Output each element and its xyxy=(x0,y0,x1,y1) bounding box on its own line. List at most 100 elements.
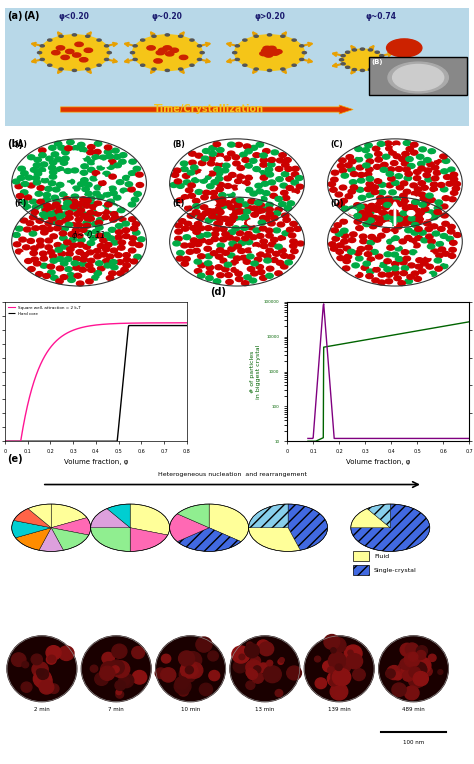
Circle shape xyxy=(57,270,65,276)
Circle shape xyxy=(374,179,382,183)
Circle shape xyxy=(45,244,53,250)
Circle shape xyxy=(341,228,348,233)
Circle shape xyxy=(178,687,189,696)
Circle shape xyxy=(243,39,247,41)
Circle shape xyxy=(266,274,273,278)
Circle shape xyxy=(64,202,71,206)
Circle shape xyxy=(378,241,386,245)
Circle shape xyxy=(400,260,407,265)
Circle shape xyxy=(55,209,62,214)
Circle shape xyxy=(350,232,357,237)
Circle shape xyxy=(424,257,431,262)
Circle shape xyxy=(37,186,45,190)
Circle shape xyxy=(79,261,86,267)
Text: (C): (C) xyxy=(330,141,343,150)
Circle shape xyxy=(204,246,211,251)
Circle shape xyxy=(348,216,355,221)
Circle shape xyxy=(411,663,424,675)
Circle shape xyxy=(161,668,176,682)
Circle shape xyxy=(73,34,76,36)
Circle shape xyxy=(33,670,52,688)
Circle shape xyxy=(409,667,420,678)
Circle shape xyxy=(410,214,417,219)
Circle shape xyxy=(187,170,195,175)
Circle shape xyxy=(19,237,26,242)
Circle shape xyxy=(69,208,76,213)
Circle shape xyxy=(181,195,189,199)
Circle shape xyxy=(48,270,55,275)
Circle shape xyxy=(48,64,52,66)
Circle shape xyxy=(384,222,392,227)
Circle shape xyxy=(356,187,364,193)
Circle shape xyxy=(402,151,409,157)
Circle shape xyxy=(260,158,268,163)
Circle shape xyxy=(336,250,343,254)
Circle shape xyxy=(400,207,407,212)
Circle shape xyxy=(115,253,122,257)
Circle shape xyxy=(246,642,253,648)
Circle shape xyxy=(134,192,141,196)
Circle shape xyxy=(431,249,438,254)
Circle shape xyxy=(128,202,136,207)
Circle shape xyxy=(104,263,111,268)
Circle shape xyxy=(65,267,73,272)
Circle shape xyxy=(398,202,406,207)
Text: φ>0.20: φ>0.20 xyxy=(254,12,285,21)
Circle shape xyxy=(188,183,195,188)
Circle shape xyxy=(377,141,385,147)
Circle shape xyxy=(379,636,448,701)
Circle shape xyxy=(37,199,45,204)
Circle shape xyxy=(116,260,124,264)
Circle shape xyxy=(110,265,118,270)
Text: Single-crystal: Single-crystal xyxy=(374,568,417,572)
Circle shape xyxy=(211,231,219,237)
Circle shape xyxy=(384,252,392,257)
Circle shape xyxy=(272,212,279,217)
Circle shape xyxy=(123,253,130,257)
Circle shape xyxy=(372,261,379,267)
Text: (F): (F) xyxy=(14,199,26,208)
Circle shape xyxy=(211,196,218,200)
Circle shape xyxy=(392,242,400,247)
Circle shape xyxy=(132,646,145,659)
Circle shape xyxy=(297,235,304,241)
Circle shape xyxy=(291,249,298,254)
Circle shape xyxy=(402,221,409,226)
Circle shape xyxy=(234,256,241,261)
Circle shape xyxy=(193,229,201,235)
Circle shape xyxy=(271,238,278,242)
Circle shape xyxy=(374,205,382,210)
Circle shape xyxy=(116,230,123,235)
Circle shape xyxy=(246,187,253,193)
Circle shape xyxy=(341,173,348,178)
Circle shape xyxy=(403,211,410,216)
Circle shape xyxy=(186,665,195,673)
Circle shape xyxy=(389,215,397,220)
Circle shape xyxy=(399,157,406,161)
Circle shape xyxy=(43,208,50,212)
Circle shape xyxy=(210,209,218,214)
Circle shape xyxy=(235,142,243,147)
Circle shape xyxy=(45,186,52,191)
Circle shape xyxy=(61,244,68,249)
Circle shape xyxy=(435,200,442,205)
Circle shape xyxy=(61,261,68,266)
Circle shape xyxy=(392,205,399,209)
Circle shape xyxy=(360,48,365,50)
Circle shape xyxy=(91,222,99,226)
Text: (B): (B) xyxy=(172,141,185,150)
Wedge shape xyxy=(367,504,390,528)
Circle shape xyxy=(209,146,216,151)
Circle shape xyxy=(103,232,110,237)
Circle shape xyxy=(40,58,45,60)
Circle shape xyxy=(96,225,103,230)
Circle shape xyxy=(136,243,143,248)
Circle shape xyxy=(72,151,79,156)
Circle shape xyxy=(198,238,206,243)
Circle shape xyxy=(183,673,193,682)
Circle shape xyxy=(43,274,50,278)
Circle shape xyxy=(28,209,36,214)
Circle shape xyxy=(113,154,121,159)
Circle shape xyxy=(246,195,253,199)
Circle shape xyxy=(223,156,231,160)
